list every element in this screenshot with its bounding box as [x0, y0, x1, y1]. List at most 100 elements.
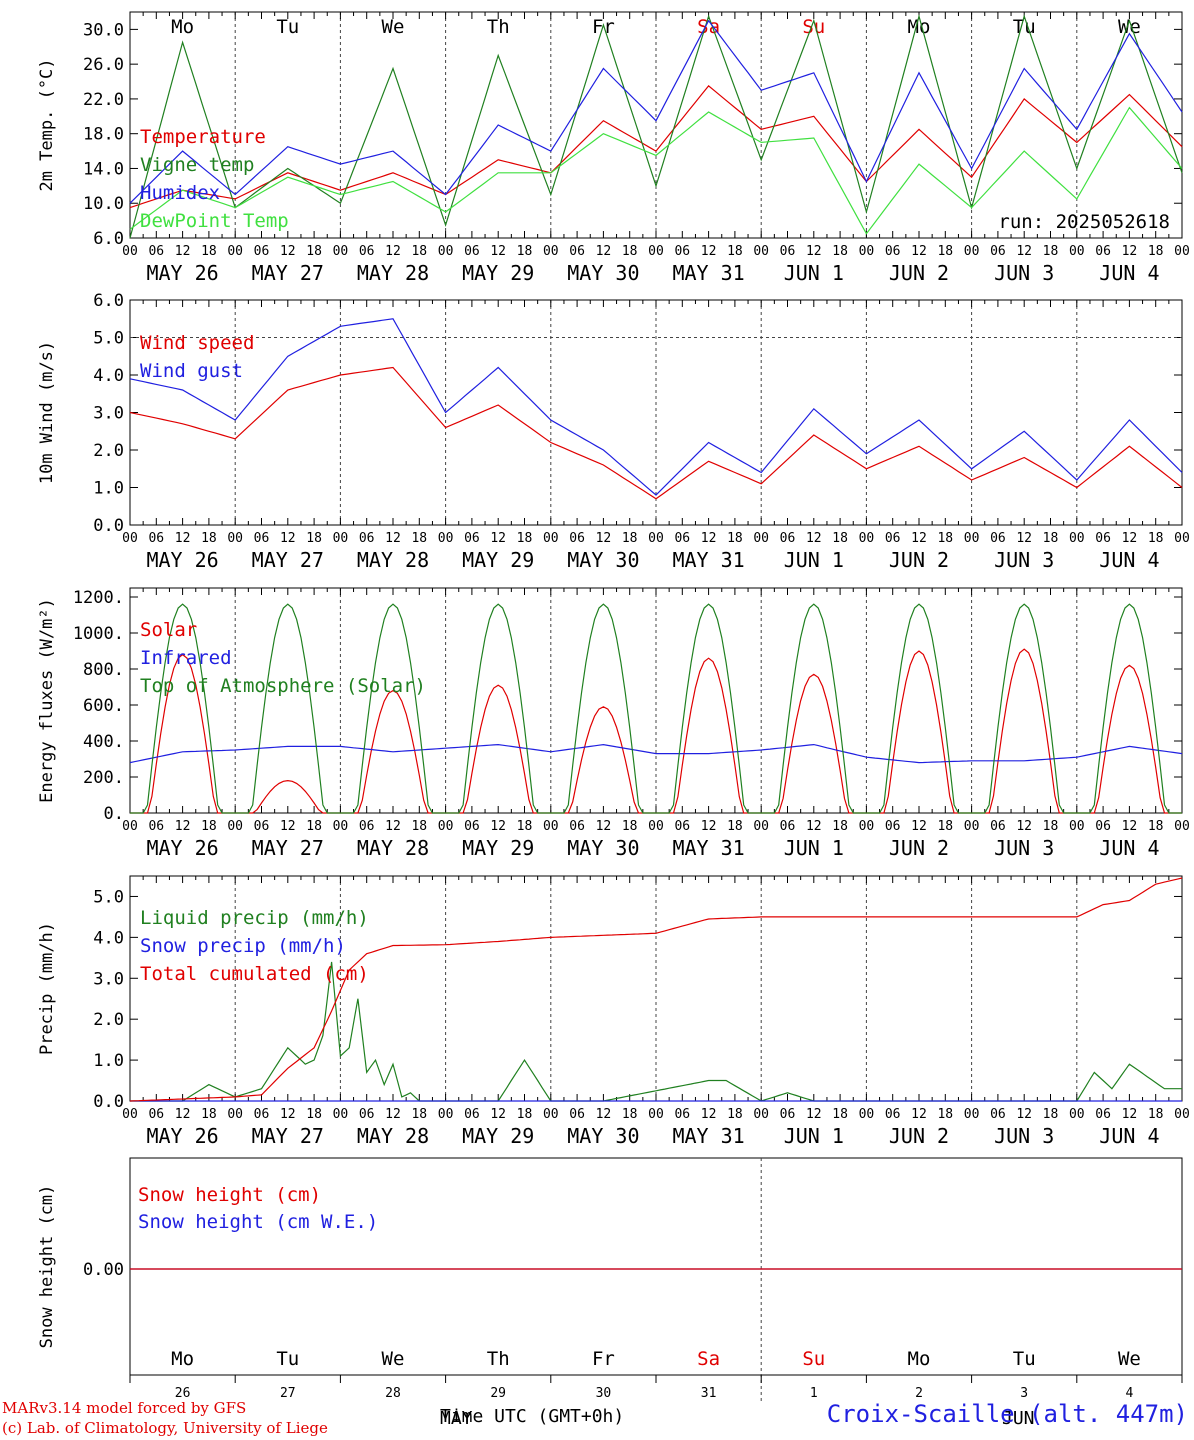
hour-tick-label: 18	[727, 244, 743, 259]
hour-tick-label: 18	[1148, 1107, 1164, 1122]
hour-tick-label: 00	[648, 531, 664, 546]
weekday-label: We	[382, 1348, 405, 1370]
hour-tick-label: 06	[885, 819, 901, 834]
month-label: MAY	[440, 1408, 473, 1429]
weekday-label: Tu	[276, 1348, 299, 1370]
hour-tick-label: 18	[832, 819, 848, 834]
hour-tick-label: 06	[254, 531, 270, 546]
hour-tick-label: 12	[911, 1107, 927, 1122]
hour-tick-label: 12	[1122, 1107, 1138, 1122]
hour-tick-label: 00	[543, 1107, 559, 1122]
day-label: MAY 31	[672, 261, 744, 285]
hour-tick-label: 00	[1174, 1107, 1190, 1122]
hour-tick-label: 12	[1016, 244, 1032, 259]
hour-tick-label: 00	[1069, 819, 1085, 834]
day-label: JUN 2	[889, 836, 949, 860]
day-label: MAY 27	[252, 836, 324, 860]
hour-tick-label: 12	[175, 531, 191, 546]
hour-tick-label: 18	[411, 819, 427, 834]
hour-tick-label: 06	[464, 819, 480, 834]
hour-tick-label: 00	[753, 531, 769, 546]
hour-tick-label: 18	[937, 1107, 953, 1122]
y-axis-label: Precip (mm/h)	[37, 922, 57, 1055]
day-label: JUN 3	[994, 1124, 1054, 1148]
hour-tick-label: 18	[306, 244, 322, 259]
day-label: MAY 26	[146, 548, 218, 572]
series-wind-speed	[129, 366, 1183, 500]
legend-snow-height-cm-w-e-: Snow height (cm W.E.)	[138, 1211, 378, 1233]
hour-tick-label: 00	[753, 1107, 769, 1122]
series-wind-gust	[129, 318, 1183, 496]
month-label: JUN	[1002, 1408, 1035, 1429]
hour-tick-label: 18	[1148, 819, 1164, 834]
hour-tick-label: 00	[964, 244, 980, 259]
hour-tick-label: 12	[280, 1107, 296, 1122]
weekday-label: Mo	[908, 1348, 931, 1370]
day-label: MAY 29	[462, 1124, 534, 1148]
day-number-label: 4	[1125, 1386, 1133, 1401]
hour-tick-label: 12	[175, 819, 191, 834]
day-number-label: 1	[810, 1386, 818, 1401]
hour-tick-label: 00	[333, 531, 349, 546]
day-label: MAY 27	[252, 1124, 324, 1148]
hour-tick-label: 00	[859, 819, 875, 834]
day-number-label: 2	[915, 1386, 923, 1401]
hour-tick-label: 00	[964, 1107, 980, 1122]
legend-liquid-precip-mm-h-: Liquid precip (mm/h)	[140, 907, 369, 929]
day-label: JUN 4	[1099, 261, 1159, 285]
legend-dewpoint-temp: DewPoint Temp	[140, 210, 289, 232]
y-tick-label: 30.0	[83, 20, 124, 40]
hour-tick-label: 12	[596, 531, 612, 546]
hour-tick-label: 06	[780, 244, 796, 259]
hour-tick-label: 12	[490, 531, 506, 546]
lab-credit: (c) Lab. of Climatology, University of L…	[2, 1419, 328, 1437]
y-tick-label: 6.0	[93, 229, 124, 249]
hour-tick-label: 12	[1122, 531, 1138, 546]
hour-tick-label: 18	[832, 1107, 848, 1122]
hour-tick-label: 06	[254, 244, 270, 259]
hour-tick-label: 12	[911, 531, 927, 546]
y-tick-label: 10.0	[83, 194, 124, 214]
hour-tick-label: 18	[411, 1107, 427, 1122]
hour-tick-label: 18	[1043, 819, 1059, 834]
legend-vigne-temp: Vigne temp	[140, 154, 254, 176]
legend-solar: Solar	[140, 619, 197, 641]
day-label: JUN 3	[994, 548, 1054, 572]
hour-tick-label: 18	[622, 244, 638, 259]
hour-tick-label: 12	[490, 244, 506, 259]
hour-tick-label: 06	[674, 819, 690, 834]
y-tick-label: 2.0	[93, 441, 124, 461]
hour-tick-label: 06	[254, 1107, 270, 1122]
hour-tick-label: 00	[859, 1107, 875, 1122]
hour-tick-label: 00	[964, 819, 980, 834]
hour-tick-label: 18	[201, 1107, 217, 1122]
hour-tick-label: 06	[780, 1107, 796, 1122]
hour-tick-label: 12	[1122, 819, 1138, 834]
legend-humidex: Humidex	[140, 182, 220, 204]
legend-total-cumulated-cm-: Total cumulated (cm)	[140, 963, 369, 985]
hour-tick-label: 06	[148, 1107, 164, 1122]
weekday-label: Th	[487, 16, 510, 38]
hour-tick-label: 06	[990, 819, 1006, 834]
y-axis-label: Snow height (cm)	[37, 1185, 57, 1349]
hour-tick-label: 00	[543, 244, 559, 259]
day-label: JUN 4	[1099, 548, 1159, 572]
hour-tick-label: 06	[990, 1107, 1006, 1122]
weekday-label: Su	[802, 16, 825, 38]
y-tick-label: 1.0	[93, 1051, 124, 1071]
hour-tick-label: 06	[674, 531, 690, 546]
y-tick-label: 400.	[83, 732, 124, 752]
day-label: JUN 1	[784, 836, 844, 860]
hour-tick-label: 00	[438, 244, 454, 259]
hour-tick-label: 06	[148, 244, 164, 259]
hour-tick-label: 06	[464, 244, 480, 259]
day-label: JUN 1	[784, 261, 844, 285]
day-label: JUN 3	[994, 261, 1054, 285]
hour-tick-label: 18	[1148, 531, 1164, 546]
hour-tick-label: 00	[122, 819, 138, 834]
hour-tick-label: 12	[701, 531, 717, 546]
hour-tick-label: 12	[701, 819, 717, 834]
day-label: MAY 29	[462, 261, 534, 285]
hour-tick-label: 06	[359, 244, 375, 259]
hour-tick-label: 06	[569, 819, 585, 834]
